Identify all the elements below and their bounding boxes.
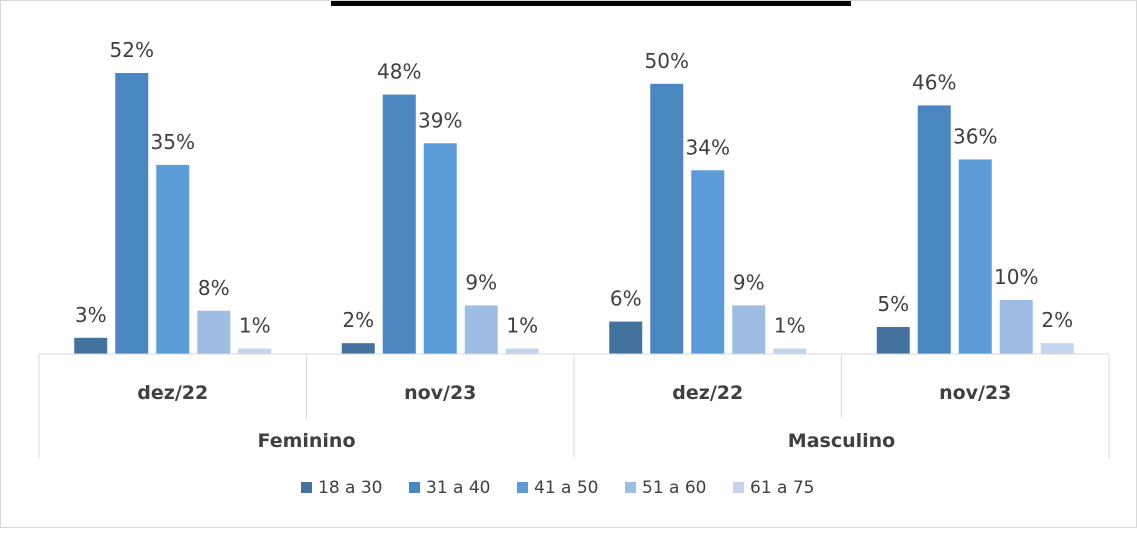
bar [999, 299, 1033, 354]
bar [423, 143, 457, 354]
bar [382, 94, 416, 354]
data-label: 39% [418, 108, 462, 132]
data-label: 9% [733, 270, 765, 294]
bar [876, 326, 910, 354]
legend-label: 41 a 50 [534, 478, 599, 498]
legend-label: 18 a 30 [318, 478, 383, 498]
legend-swatch [517, 482, 528, 493]
bar [773, 348, 807, 354]
data-label: 52% [110, 38, 154, 62]
data-label: 1% [239, 314, 271, 338]
data-label: 2% [342, 308, 374, 332]
data-label: 5% [877, 292, 909, 316]
bar [732, 305, 766, 354]
bar [464, 305, 498, 354]
bar [197, 310, 231, 354]
data-label: 46% [912, 70, 956, 94]
legend-swatch [625, 482, 636, 493]
group-label: Feminino [257, 430, 355, 452]
bar [691, 170, 725, 354]
bar [238, 348, 272, 354]
data-label: 10% [994, 265, 1038, 289]
bar [1040, 343, 1074, 354]
data-label: 35% [151, 130, 195, 154]
bar [958, 159, 992, 354]
bar [609, 321, 643, 354]
category-label: dez/22 [137, 382, 208, 404]
data-label: 50% [645, 49, 689, 73]
legend-swatch [409, 482, 420, 493]
bar [341, 343, 375, 354]
data-label: 1% [774, 314, 806, 338]
category-label: nov/23 [404, 382, 476, 404]
data-label: 9% [465, 270, 497, 294]
data-label: 34% [686, 135, 730, 159]
data-label: 36% [953, 124, 997, 148]
data-label: 6% [610, 287, 642, 311]
bar [917, 105, 951, 354]
bar [505, 348, 539, 354]
data-label: 48% [377, 60, 421, 84]
data-label: 8% [198, 276, 230, 300]
data-label: 1% [506, 314, 538, 338]
legend-swatch [733, 482, 744, 493]
category-label: nov/23 [939, 382, 1011, 404]
legend-swatch [301, 482, 312, 493]
bar [115, 73, 149, 354]
legend-label: 51 a 60 [642, 478, 707, 498]
bar [74, 337, 108, 354]
top-cropped-title-bar [331, 1, 851, 6]
bar [156, 164, 190, 354]
category-label: dez/22 [672, 382, 743, 404]
data-label: 2% [1041, 308, 1073, 332]
legend-label: 61 a 75 [750, 478, 815, 498]
data-label: 3% [75, 303, 107, 327]
group-label: Masculino [788, 430, 895, 452]
bar [650, 83, 684, 355]
legend-label: 31 a 40 [426, 478, 491, 498]
